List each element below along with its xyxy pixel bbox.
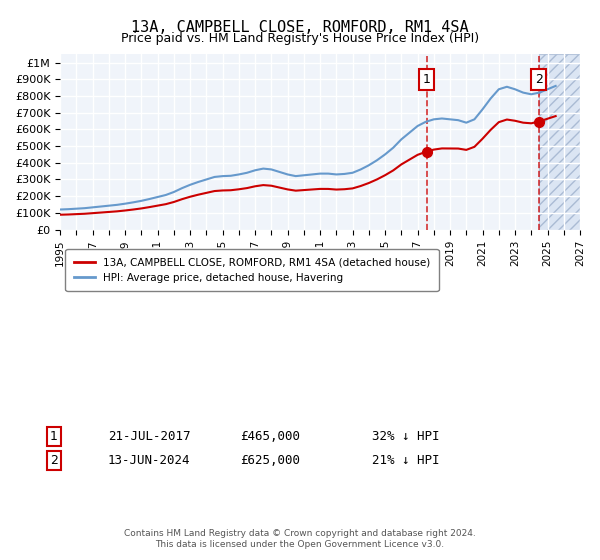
Text: 2: 2 — [535, 73, 542, 86]
HPI: Average price, detached house, Havering: (2.01e+03, 3.6e+05): Average price, detached house, Havering:… — [357, 166, 364, 173]
Line: 13A, CAMPBELL CLOSE, ROMFORD, RM1 4SA (detached house): 13A, CAMPBELL CLOSE, ROMFORD, RM1 4SA (d… — [60, 116, 556, 214]
Line: HPI: Average price, detached house, Havering: HPI: Average price, detached house, Have… — [60, 86, 556, 209]
Text: 2: 2 — [50, 454, 58, 467]
HPI: Average price, detached house, Havering: (2.02e+03, 7.85e+05): Average price, detached house, Havering:… — [487, 95, 494, 102]
13A, CAMPBELL CLOSE, ROMFORD, RM1 4SA (detached house) — [357, 183, 364, 189]
Text: 32% ↓ HPI: 32% ↓ HPI — [372, 430, 439, 444]
Text: 13-JUN-2024: 13-JUN-2024 — [108, 454, 191, 467]
Bar — [539, 54, 580, 230]
HPI: Average price, detached house, Havering: (2.03e+03, 8.6e+05): Average price, detached house, Havering:… — [552, 82, 559, 89]
13A, CAMPBELL CLOSE, ROMFORD, RM1 4SA (detached house) — [154, 202, 161, 209]
HPI: Average price, detached house, Havering: (2e+03, 1.95e+05): Average price, detached house, Havering:… — [154, 194, 161, 200]
Bar — [539, 54, 580, 230]
Text: £625,000: £625,000 — [240, 454, 300, 467]
Text: 1: 1 — [50, 430, 58, 444]
Text: 13A, CAMPBELL CLOSE, ROMFORD, RM1 4SA: 13A, CAMPBELL CLOSE, ROMFORD, RM1 4SA — [131, 20, 469, 35]
Text: Price paid vs. HM Land Registry's House Price Index (HPI): Price paid vs. HM Land Registry's House … — [121, 32, 479, 45]
HPI: Average price, detached house, Havering: (2e+03, 1.2e+05): Average price, detached house, Havering:… — [56, 206, 64, 213]
13A, CAMPBELL CLOSE, ROMFORD, RM1 4SA (detached house) — [56, 211, 64, 218]
13A, CAMPBELL CLOSE, ROMFORD, RM1 4SA (detached house) — [487, 127, 494, 133]
HPI: Average price, detached house, Havering: (2e+03, 2.68e+05): Average price, detached house, Havering:… — [187, 181, 194, 188]
13A, CAMPBELL CLOSE, ROMFORD, RM1 4SA (detached house) — [97, 209, 104, 216]
Legend: 13A, CAMPBELL CLOSE, ROMFORD, RM1 4SA (detached house), HPI: Average price, deta: 13A, CAMPBELL CLOSE, ROMFORD, RM1 4SA (d… — [65, 249, 439, 291]
Text: 1: 1 — [422, 73, 430, 86]
13A, CAMPBELL CLOSE, ROMFORD, RM1 4SA (detached house) — [552, 113, 559, 119]
Text: 21% ↓ HPI: 21% ↓ HPI — [372, 454, 439, 467]
HPI: Average price, detached house, Havering: (2e+03, 1.38e+05): Average price, detached house, Havering:… — [97, 203, 104, 210]
13A, CAMPBELL CLOSE, ROMFORD, RM1 4SA (detached house) — [187, 193, 194, 200]
Text: £465,000: £465,000 — [240, 430, 300, 444]
HPI: Average price, detached house, Havering: (2.02e+03, 8.4e+05): Average price, detached house, Havering:… — [544, 86, 551, 92]
Text: Contains HM Land Registry data © Crown copyright and database right 2024.
This d: Contains HM Land Registry data © Crown c… — [124, 529, 476, 549]
Text: 21-JUL-2017: 21-JUL-2017 — [108, 430, 191, 444]
13A, CAMPBELL CLOSE, ROMFORD, RM1 4SA (detached house) — [544, 115, 551, 122]
